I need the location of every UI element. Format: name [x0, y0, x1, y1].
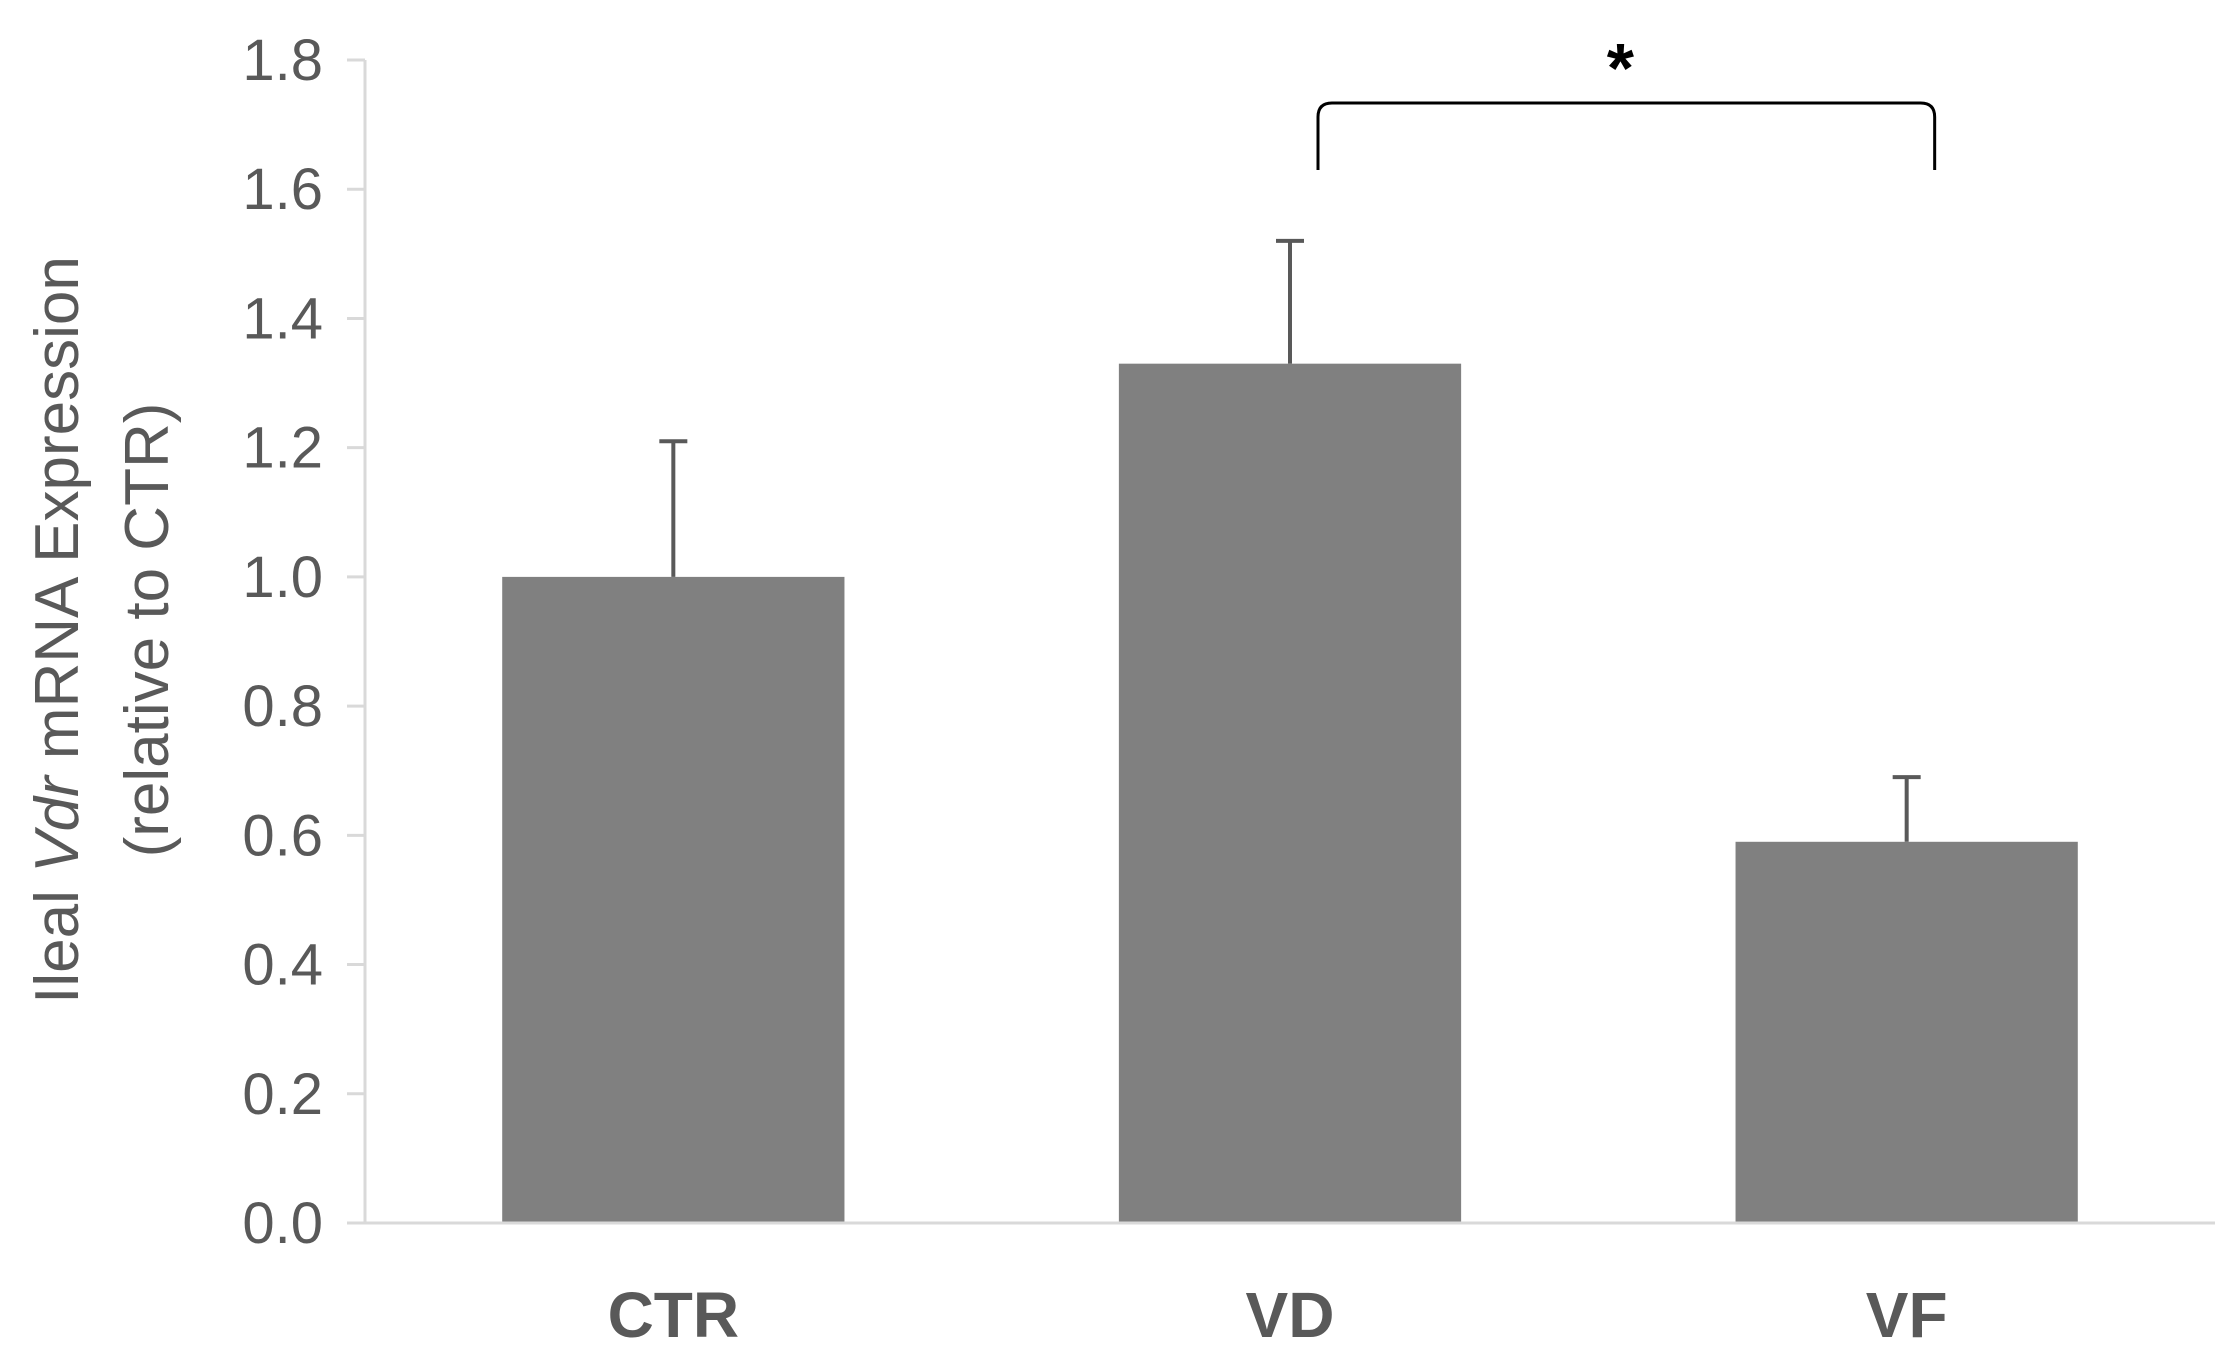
bar-vf — [1735, 841, 2078, 1223]
y-tick-label: 0.8 — [242, 674, 323, 739]
bar-vd — [1118, 363, 1462, 1223]
y-axis-title-prefix: Ileal — [23, 873, 92, 1004]
y-tick-label: 1.0 — [242, 545, 323, 610]
y-tick-label: 1.4 — [242, 286, 323, 351]
error-bar-vf — [1892, 775, 1921, 842]
significance-asterisk: * — [1607, 29, 1635, 107]
y-tick-label: 0.4 — [242, 933, 323, 998]
y-axis-ticks: 0.0 0.2 0.4 0.6 0.8 1.0 1.2 1.4 1.6 1.8 — [242, 28, 365, 1256]
y-axis-title-suffix: mRNA Expression — [23, 256, 92, 776]
y-axis-title-gene: Vdr — [23, 774, 92, 873]
y-tick-label: 0.0 — [242, 1191, 323, 1256]
x-tick-label-vd: VD — [1246, 1279, 1335, 1351]
bar-ctr — [502, 576, 845, 1223]
x-axis-labels: CTR VD VF — [608, 1279, 1948, 1351]
y-tick-label: 1.2 — [242, 416, 323, 481]
x-tick-label-vf: VF — [1866, 1279, 1948, 1351]
x-tick-label-ctr: CTR — [608, 1279, 740, 1351]
error-bars — [659, 238, 1921, 842]
y-axis-title: Ileal Vdr mRNA Expression (relative to C… — [23, 256, 182, 1004]
y-tick-label: 0.6 — [242, 803, 323, 868]
significance-bracket: * — [1316, 29, 1937, 170]
y-tick-label: 1.6 — [242, 157, 323, 222]
y-axis-title-line1: Ileal Vdr mRNA Expression — [23, 256, 92, 1004]
y-tick-label: 1.8 — [242, 28, 323, 93]
y-axis-title-line2: (relative to CTR) — [113, 403, 182, 858]
error-bar-vd — [1276, 238, 1304, 364]
significance-bracket-line — [1316, 101, 1937, 170]
error-bar-ctr — [659, 439, 688, 577]
bars — [502, 363, 2078, 1223]
y-tick-label: 0.2 — [242, 1062, 323, 1127]
